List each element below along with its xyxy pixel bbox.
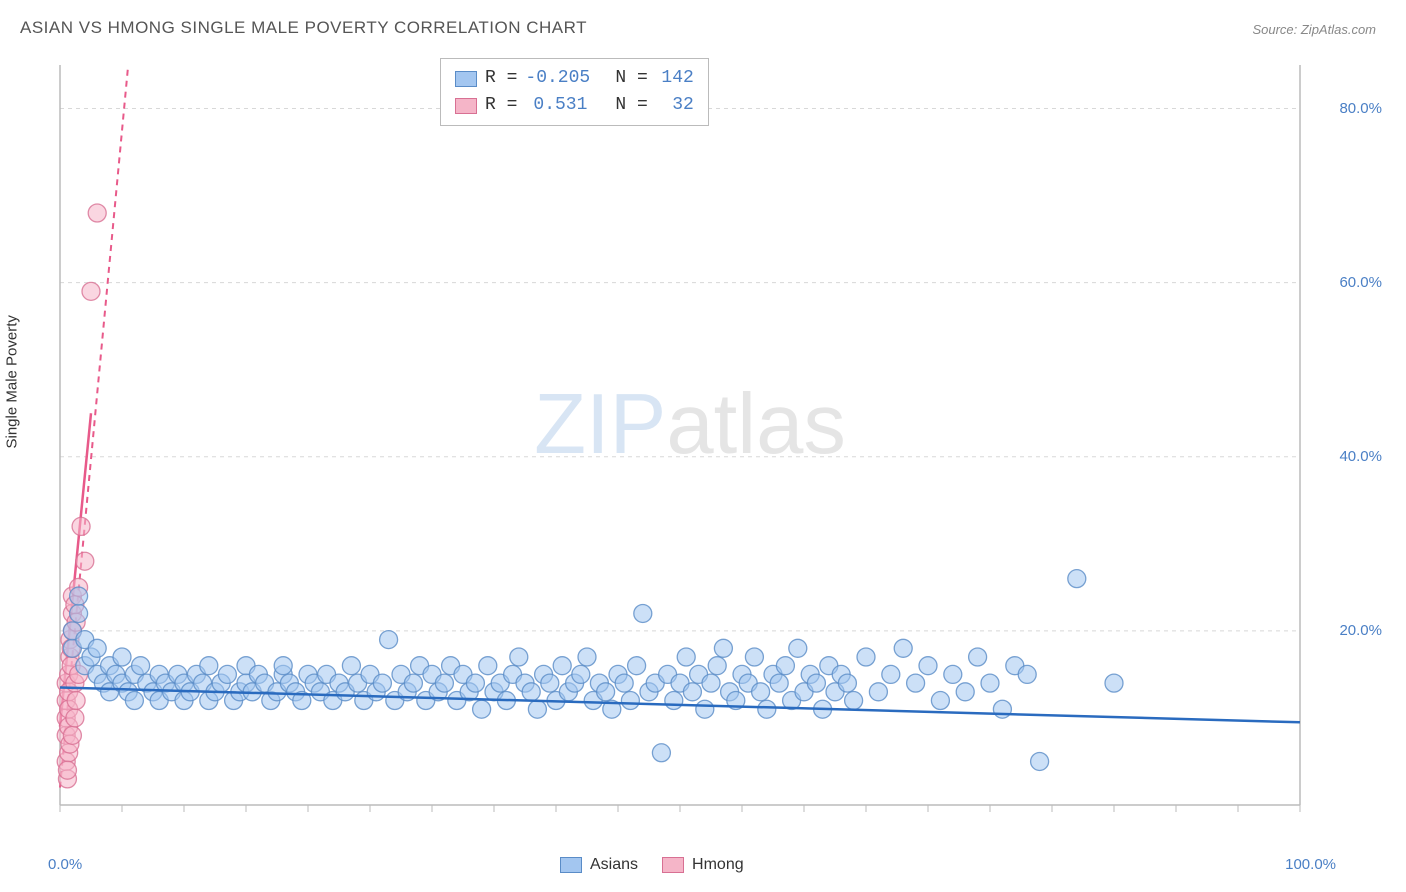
scatter-chart xyxy=(50,55,1330,825)
swatch-hmong xyxy=(455,98,477,114)
stats-row-hmong: R = 0.531 N = 32 xyxy=(455,92,694,119)
y-axis-label: Single Male Poverty xyxy=(4,315,21,448)
n-label: N = xyxy=(615,92,647,119)
legend-item-asians: Asians xyxy=(560,856,638,874)
x-axis-min-label: 0.0% xyxy=(48,856,82,873)
chart-area: ZIPatlas xyxy=(50,55,1330,825)
swatch-asians xyxy=(455,71,477,87)
swatch-hmong-bottom xyxy=(662,857,684,873)
n-value-hmong: 32 xyxy=(656,92,694,119)
y-tick-label: 20.0% xyxy=(1339,622,1382,639)
y-tick-label: 80.0% xyxy=(1339,100,1382,117)
n-value-asians: 142 xyxy=(656,65,694,92)
r-label: R = xyxy=(485,65,517,92)
legend-label-asians: Asians xyxy=(590,856,638,874)
legend-item-hmong: Hmong xyxy=(662,856,744,874)
y-tick-label: 60.0% xyxy=(1339,274,1382,291)
x-axis-max-label: 100.0% xyxy=(1285,856,1336,873)
stats-legend-box: R = -0.205 N = 142 R = 0.531 N = 32 xyxy=(440,58,709,126)
n-label: N = xyxy=(615,65,647,92)
y-tick-label: 40.0% xyxy=(1339,448,1382,465)
r-value-asians: -0.205 xyxy=(525,65,587,92)
r-label: R = xyxy=(485,92,517,119)
stats-row-asians: R = -0.205 N = 142 xyxy=(455,65,694,92)
r-value-hmong: 0.531 xyxy=(525,92,587,119)
x-axis-legend: Asians Hmong xyxy=(560,856,744,874)
legend-label-hmong: Hmong xyxy=(692,856,744,874)
source-attribution: Source: ZipAtlas.com xyxy=(1252,22,1376,37)
chart-title: ASIAN VS HMONG SINGLE MALE POVERTY CORRE… xyxy=(20,18,587,38)
swatch-asians-bottom xyxy=(560,857,582,873)
